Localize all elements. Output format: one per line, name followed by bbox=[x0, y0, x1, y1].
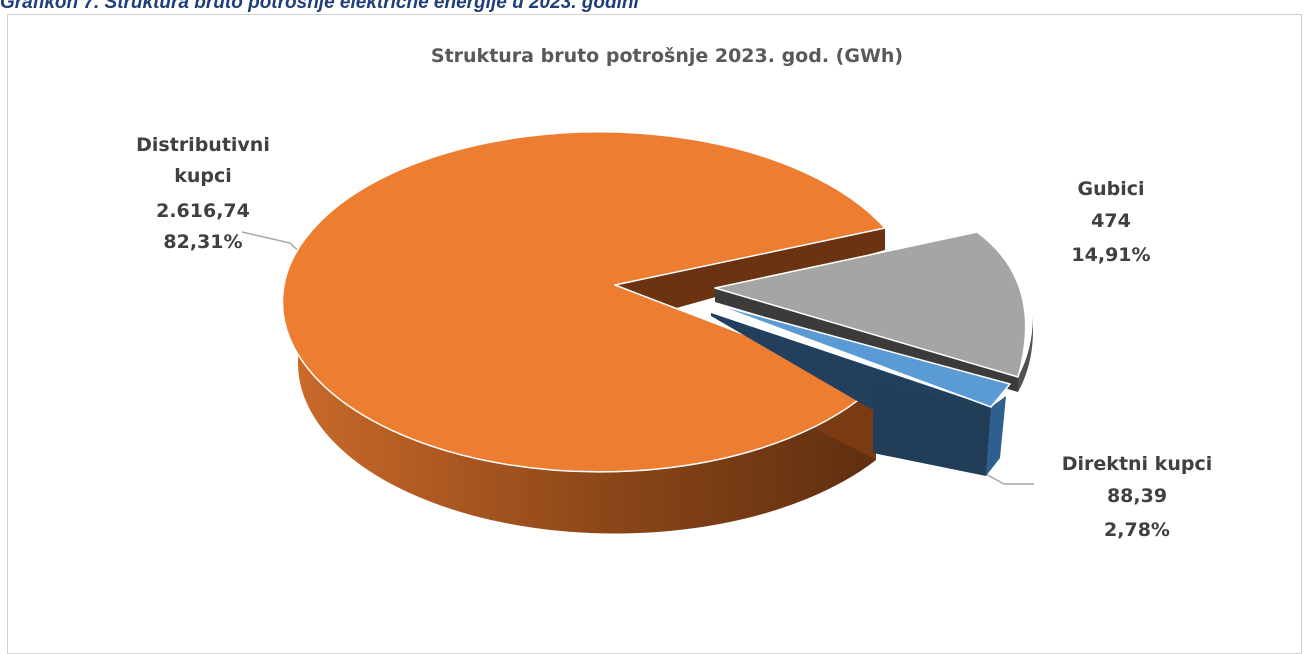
slice-side-gubici bbox=[1018, 316, 1033, 392]
label-name: Gubici bbox=[1077, 178, 1144, 200]
slice-side-distributivni bbox=[297, 288, 876, 534]
pie-chart: Struktura bruto potrošnje 2023. god. (GW… bbox=[136, 45, 1212, 541]
label-percent: 14,91% bbox=[1071, 244, 1150, 266]
label-name-line2: kupci bbox=[174, 165, 232, 187]
slice-front-direktni bbox=[873, 385, 991, 476]
slice-side-direktni bbox=[986, 396, 1006, 476]
label-value: 88,39 bbox=[1107, 485, 1167, 507]
label-percent: 82,31% bbox=[163, 231, 242, 253]
label-name-line1: Distributivni bbox=[136, 134, 270, 156]
label-percent: 2,78% bbox=[1104, 519, 1170, 541]
leader-line-direktni bbox=[983, 472, 1034, 485]
chart-title: Struktura bruto potrošnje 2023. god. (GW… bbox=[431, 45, 903, 67]
data-label-direktni: Direktni kupci 88,39 2,78% bbox=[1062, 453, 1212, 541]
slice-distributivni bbox=[281, 131, 886, 473]
figure-caption: Grafikon 7. Struktura bruto potrošnje el… bbox=[0, 0, 639, 13]
label-value: 2.616,74 bbox=[156, 200, 250, 222]
slice-gubici bbox=[714, 231, 1027, 378]
slice-direktni bbox=[710, 302, 1011, 408]
label-value: 474 bbox=[1091, 210, 1131, 232]
slice-cut-distributivni-upper bbox=[615, 228, 885, 325]
data-label-distributivni: Distributivni kupci 2.616,74 82,31% bbox=[136, 134, 270, 253]
data-label-gubici: Gubici 474 14,91% bbox=[1071, 178, 1150, 266]
label-name: Direktni kupci bbox=[1062, 453, 1212, 475]
